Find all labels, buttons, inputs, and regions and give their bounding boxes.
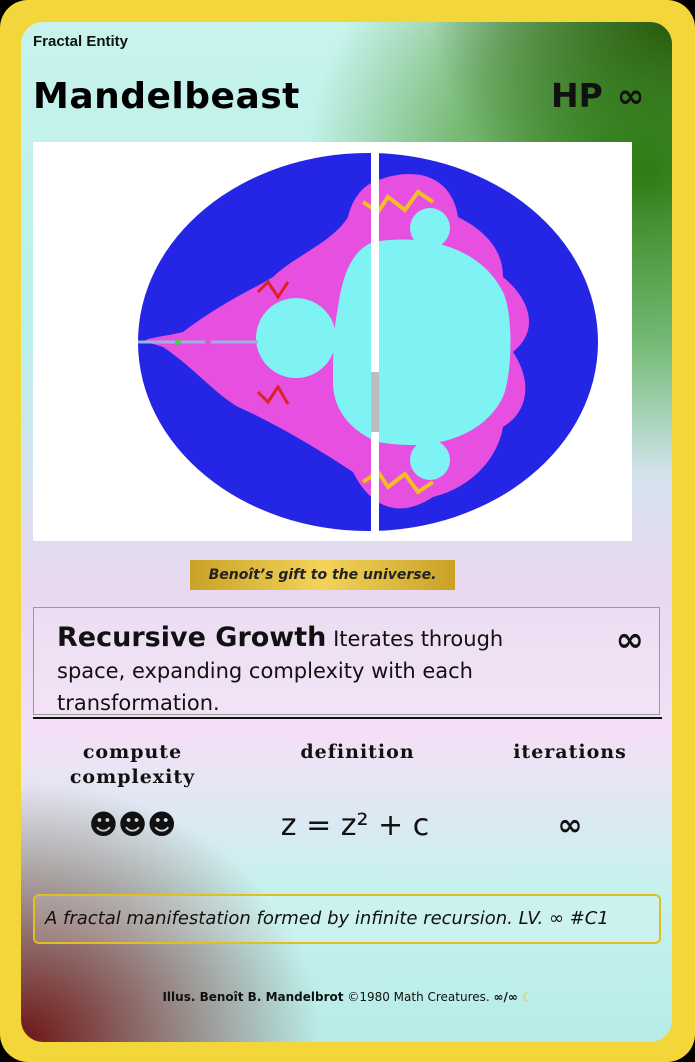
stat-value-definition: z = z² + c <box>280 808 430 843</box>
illustrator-credit: Illus. Benoît B. Mandelbrot <box>162 990 344 1004</box>
section-divider <box>33 717 662 719</box>
hp-display: HP ∞ <box>551 76 644 115</box>
card-stage: Fractal Entity <box>33 33 129 50</box>
moon-icon: ☾ <box>521 990 533 1004</box>
card-artwork <box>33 142 632 541</box>
copyright: ©1980 Math Creatures. <box>347 990 490 1004</box>
stat-label-iterations: iterations <box>513 741 627 763</box>
stat-value-compute-complexity: ☻☻☻ <box>88 808 177 841</box>
card-footer: Illus. Benoît B. Mandelbrot ©1980 Math C… <box>0 990 695 1004</box>
card-number: ∞/∞ <box>493 990 518 1004</box>
attack-text: Iterates through space, expanding comple… <box>57 627 504 715</box>
card-name: Mandelbeast <box>33 76 300 117</box>
attack-name: Recursive Growth <box>57 622 327 653</box>
mandelbrot-illustration <box>33 142 632 541</box>
stat-label-definition: definition <box>300 741 415 763</box>
attack-damage: ∞ <box>615 620 644 660</box>
attack-box: Recursive Growth Iterates through space,… <box>33 607 660 715</box>
attack-description-block: Recursive Growth Iterates through space,… <box>57 622 577 719</box>
stat-label-compute-complexity: compute complexity <box>69 741 196 788</box>
stat-value-iterations: ∞ <box>557 808 583 843</box>
hp-label: HP <box>551 76 603 115</box>
flavor-text: A fractal manifestation formed by infini… <box>33 894 661 944</box>
hp-value: ∞ <box>616 76 645 115</box>
art-caption: Benoît’s gift to the universe. <box>190 560 455 590</box>
